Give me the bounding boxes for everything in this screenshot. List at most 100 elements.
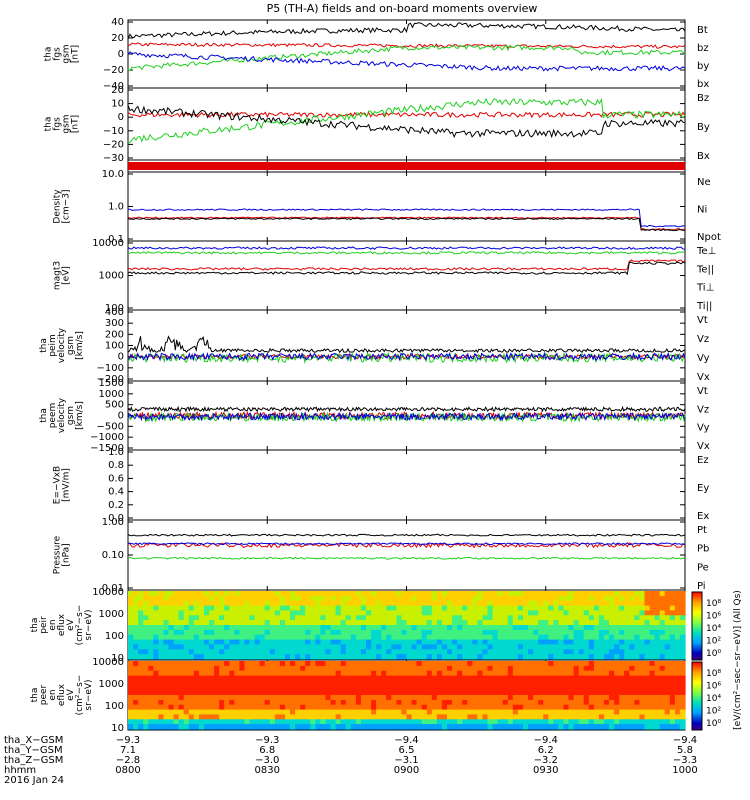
spectrogram-cell [679, 629, 686, 636]
spectrogram-cell [320, 690, 327, 696]
spectrogram-cell [523, 680, 529, 686]
spectrogram-cell [614, 670, 620, 677]
spectrogram-cell [279, 629, 286, 636]
spectrogram-cell [598, 620, 605, 626]
spectrogram-cell [219, 634, 225, 641]
spectrogram-cell [639, 719, 646, 725]
spectrogram-cell [158, 625, 165, 631]
spectrogram-cell [507, 675, 514, 682]
spectrogram-cell [563, 661, 570, 667]
legend-Pe: Pe [697, 562, 709, 573]
spectrogram-cell [593, 690, 600, 696]
spectrogram-cell [133, 610, 139, 616]
spectrogram-cell [259, 724, 266, 730]
spectrogram-cell [619, 649, 625, 655]
spectrogram-cell [391, 714, 397, 720]
spectrogram-cell [254, 649, 261, 655]
spectrogram-cell [269, 644, 276, 650]
spectrogram-cell [447, 709, 453, 716]
spectrogram-cell [431, 605, 438, 612]
spectrogram-cell [234, 605, 240, 612]
spectrogram-cell [624, 709, 630, 716]
spectrogram-cell [411, 620, 418, 626]
spectrogram-cell [214, 690, 220, 696]
spectrogram-cell [310, 675, 316, 682]
spectrogram-cell [507, 699, 514, 706]
spectrogram-cell [431, 615, 438, 621]
spectrogram-cell [472, 675, 478, 682]
spectrogram-cell [386, 615, 392, 621]
spectrogram-cell [523, 704, 529, 711]
spectrogram-cell [350, 625, 357, 631]
spectrogram-cell [629, 661, 635, 667]
spectrogram-cell [158, 661, 165, 667]
spectrogram-cell [502, 714, 509, 720]
spectrogram-cell [143, 629, 149, 636]
spectrogram-cell [310, 704, 316, 711]
spectrogram-cell [497, 654, 504, 660]
spectrogram-cell [158, 724, 165, 730]
spectrogram-cell [153, 724, 159, 730]
spectrogram-cell [426, 690, 433, 696]
spectrogram-cell [477, 670, 484, 677]
spectrogram-cell [345, 699, 352, 706]
spectrogram-cell [168, 719, 175, 725]
spectrogram-cell [188, 610, 195, 616]
spectrogram-cell [447, 654, 453, 660]
legend-Bx: Bx [697, 151, 710, 162]
spectrogram-cell [507, 654, 514, 660]
spectrogram-cell [543, 615, 549, 621]
spectrogram-cell [300, 625, 306, 631]
spectrogram-cell [204, 661, 210, 667]
spectrogram-cell [654, 685, 661, 691]
spectrogram-cell [320, 620, 327, 626]
spectrogram-cell [229, 654, 235, 660]
spectrogram-cell [183, 591, 190, 597]
spectrogram-cell [173, 699, 180, 706]
spectrogram-cell [360, 665, 367, 672]
spectrogram-cell [188, 675, 195, 682]
spectrogram-cell [431, 661, 438, 667]
spectrogram-cell [679, 695, 686, 701]
spectrogram-cell [492, 719, 499, 725]
spectrogram-cell [431, 704, 438, 711]
spectrogram-cell [168, 605, 175, 612]
spectrogram-cell [244, 644, 251, 650]
spectrogram-cell [436, 685, 443, 691]
spectrogram-cell [269, 654, 276, 660]
spectrogram-cell [320, 695, 327, 701]
spectrogram-cell [214, 649, 220, 655]
spectrogram-cell [482, 690, 489, 696]
spectrogram-cell [401, 634, 408, 641]
legend-Ti||: Ti|| [696, 301, 712, 312]
spectrogram-cell [168, 654, 175, 660]
spectrogram-cell [406, 595, 413, 602]
spectrogram-cell [381, 649, 387, 655]
spectrogram-cell [148, 661, 154, 667]
spectrogram-cell [325, 615, 332, 621]
spectrogram-cell [290, 661, 296, 667]
spectrogram-cell [659, 675, 666, 682]
y-axis-label: [eV] [62, 266, 72, 285]
spectrogram-cell [523, 661, 529, 667]
spectrogram-cell [254, 591, 261, 597]
spectrogram-cell [609, 685, 615, 691]
spectrogram-cell [604, 714, 610, 720]
spectrogram-cell [148, 639, 154, 646]
spectrogram-cell [315, 649, 322, 655]
spectrogram-cell [674, 610, 681, 616]
spectrogram-cell [229, 704, 235, 711]
spectrogram-cell [295, 714, 301, 720]
spectrogram-cell [609, 649, 615, 655]
spectrogram-cell [558, 714, 565, 720]
spectrogram-cell [543, 709, 549, 716]
spectrogram-cell [598, 615, 605, 621]
spectrogram-cell [614, 595, 620, 602]
spectrogram-cell [426, 685, 433, 691]
spectrogram-cell [507, 690, 514, 696]
spectrogram-cell [669, 615, 676, 621]
spectrogram-cell [614, 644, 620, 650]
spectrogram-cell [143, 675, 149, 682]
spectrogram-cell [492, 699, 499, 706]
